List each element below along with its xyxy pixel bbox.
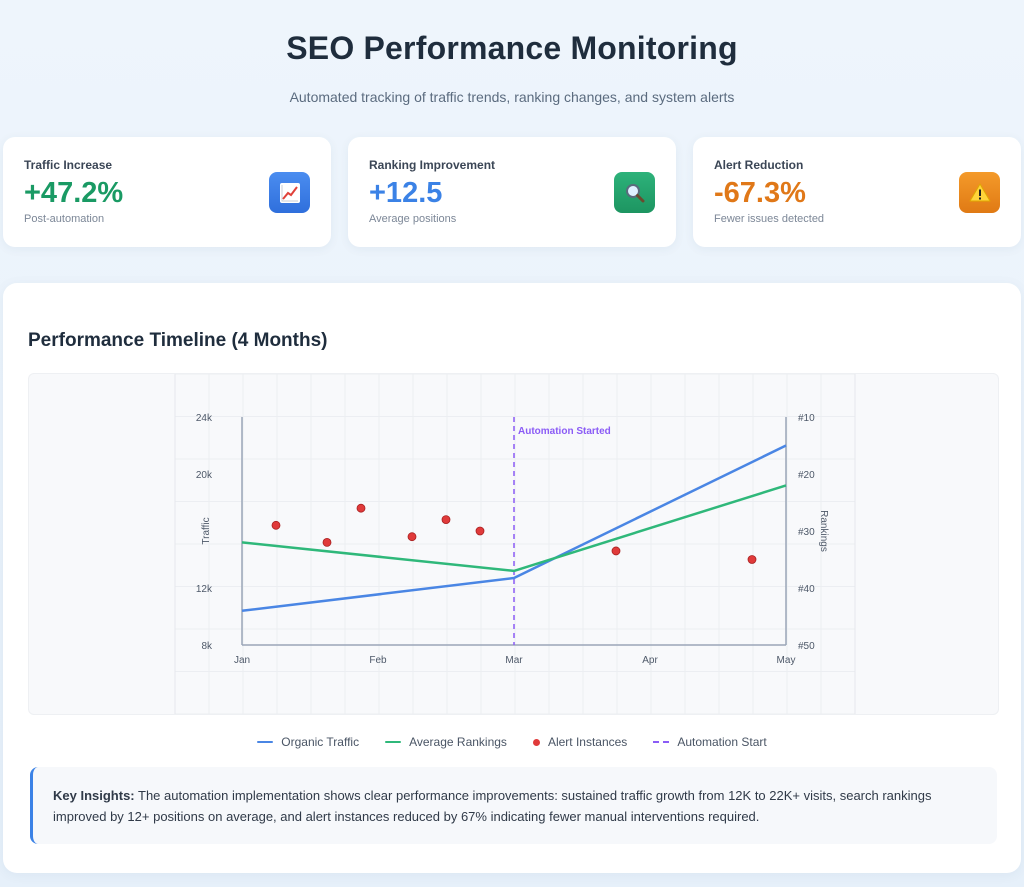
stat-label: Traffic Increase <box>24 158 113 172</box>
y-right-tick-label: #40 <box>798 584 815 595</box>
performance-panel: Performance Timeline (4 Months) 8k 12k 20k… <box>3 283 1021 873</box>
stat-sub: Average positions <box>369 213 457 225</box>
y-left-tick-label: 20k <box>196 470 213 481</box>
panel-title: Performance Timeline (4 Months) <box>28 330 328 351</box>
y-right-tick-label: #50 <box>798 641 815 652</box>
page-subtitle: Automated tracking of traffic trends, ra… <box>289 89 735 105</box>
stat-value: +12.5 <box>369 177 443 209</box>
insights-heading: Key Insights: <box>53 788 135 803</box>
legend-label: Alert Instances <box>547 735 628 749</box>
alert-instance-point <box>407 532 417 542</box>
x-tick-label: Jan <box>234 655 250 666</box>
y-left-tick-label: 24k <box>196 413 213 424</box>
stat-label: Ranking Improvement <box>369 158 496 172</box>
stat-sub: Post-automation <box>24 213 105 225</box>
legend-average-rankings[interactable]: Average Rankings <box>385 735 507 749</box>
legend-label: Average Rankings <box>409 735 507 749</box>
stat-card-alerts: Alert Reduction -67.3% Fewer issues dete… <box>693 137 1021 247</box>
alert-instance-point <box>271 520 281 530</box>
alert-instance-point <box>611 546 621 556</box>
alert-instance-point <box>747 555 757 564</box>
alert-instance-point <box>356 503 366 513</box>
chart-increase-icon <box>269 172 310 213</box>
alert-instance-point <box>475 526 485 536</box>
page-title: SEO Performance Monitoring <box>286 30 738 66</box>
legend-automation-start[interactable]: Automation Start <box>653 735 767 749</box>
y-right-tick-label: #30 <box>798 527 815 538</box>
y-right-tick-label: #20 <box>798 470 815 481</box>
y-right-tick-label: #10 <box>798 413 815 424</box>
legend-line-icon <box>257 740 274 744</box>
y-left-tick-label: 8k <box>201 641 213 652</box>
stats-row: Traffic Increase +47.2% Post-automation … <box>3 137 1021 247</box>
warning-icon <box>959 172 1000 213</box>
y-right-axis-title: Rankings <box>818 510 829 552</box>
y-left-axis-title: Traffic <box>201 517 212 544</box>
x-tick-label: May <box>777 655 796 666</box>
stat-value: -67.3% <box>714 177 806 209</box>
stat-card-traffic: Traffic Increase +47.2% Post-automation <box>3 137 331 247</box>
alert-instance-point <box>322 537 332 547</box>
legend-dot-icon <box>532 738 540 746</box>
alert-instance-point <box>441 515 451 525</box>
series-line-organic-traffic <box>241 444 787 613</box>
x-tick-label: Feb <box>369 655 387 666</box>
page-header: SEO Performance Monitoring Automated tra… <box>0 0 1024 105</box>
y-left-tick-label: 12k <box>196 584 213 595</box>
legend-label: Automation Start <box>677 735 767 749</box>
stat-value: +47.2% <box>24 177 124 209</box>
x-tick-label: Apr <box>642 655 658 666</box>
legend-organic-traffic[interactable]: Organic Traffic <box>257 735 359 749</box>
x-tick-label: Mar <box>505 655 523 666</box>
legend-dash-icon <box>653 741 670 743</box>
stat-card-ranking: Ranking Improvement +12.5 Average positi… <box>348 137 676 247</box>
performance-chart: 8k 12k 20k 24k #10 #20 #30 #40 #50 Jan Feb Mar Apr Ma… <box>174 374 856 714</box>
legend-alert-instances[interactable]: Alert Instances <box>532 735 628 749</box>
chart-legend: Organic Traffic Average Rankings Alert I… <box>3 735 1021 749</box>
legend-label: Organic Traffic <box>281 735 360 749</box>
series-line-average-rankings <box>241 484 787 573</box>
stat-sub: Fewer issues detected <box>714 213 825 225</box>
automation-start-label: Automation Started <box>518 426 611 437</box>
stat-label: Alert Reduction <box>714 158 804 172</box>
legend-line-icon <box>385 740 402 744</box>
insights-text: The automation implementation shows clea… <box>53 788 932 824</box>
chart-area: 8k 12k 20k 24k #10 #20 #30 #40 #50 Jan Feb Mar Apr Ma… <box>28 373 999 715</box>
magnifier-icon <box>614 172 655 213</box>
key-insights: Key Insights: The automation implementat… <box>30 767 997 844</box>
